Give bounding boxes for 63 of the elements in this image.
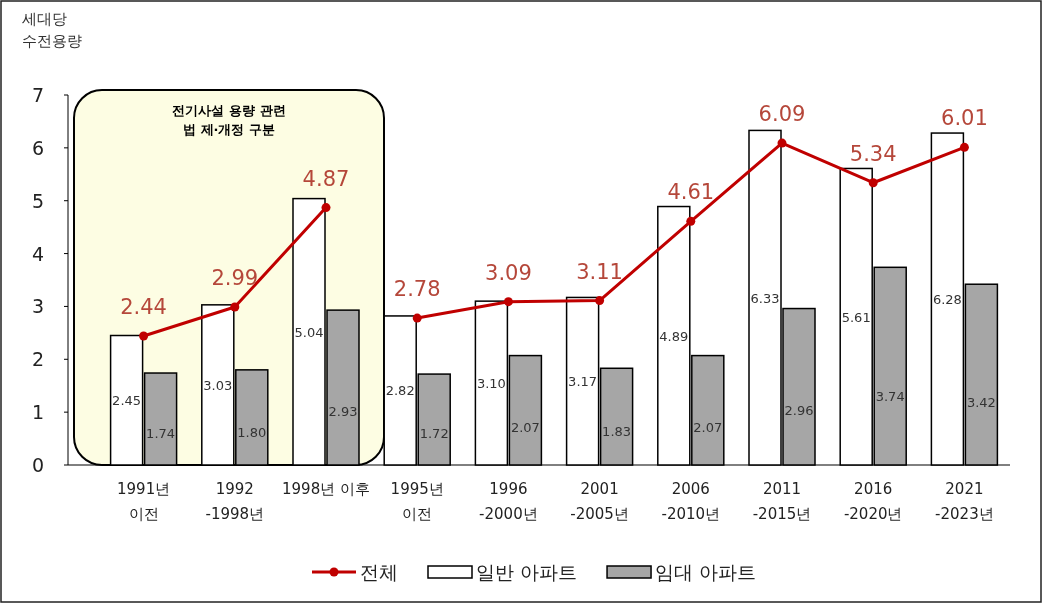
x-tick-label: 1992 -1998년 <box>205 480 265 523</box>
data-label: 5.61 <box>841 309 871 325</box>
data-label: 2.07 <box>693 419 723 435</box>
x-tick-label: 1998년 이후 <box>282 480 370 498</box>
legend-label: 일반 아파트 <box>476 561 578 583</box>
point <box>503 297 513 307</box>
data-label: 3.10 <box>476 376 506 392</box>
legend-label: 전체 <box>360 561 398 583</box>
data-label: 6.01 <box>941 106 988 131</box>
data-label: 2.44 <box>120 295 167 320</box>
data-label: 2.99 <box>211 265 259 290</box>
data-label: 2.82 <box>385 383 415 399</box>
data-label: 3.42 <box>966 394 996 410</box>
data-label: 1.80 <box>237 424 267 440</box>
y-tick-label: 5 <box>31 189 45 212</box>
data-label: 4.87 <box>302 166 350 191</box>
point <box>321 203 331 213</box>
data-label: 2.07 <box>510 419 540 435</box>
data-label: 6.33 <box>750 290 780 306</box>
point <box>595 296 605 306</box>
data-label: 1.83 <box>602 424 632 440</box>
point <box>230 302 240 312</box>
x-tick-label: 1995년 이전 <box>390 480 444 523</box>
x-tick-label: 1991년 이전 <box>117 480 171 523</box>
annotation: 전기사설 용량 관련 법 제·개정 구분 <box>172 103 286 137</box>
x-tick-label: 2006 -2010년 <box>661 480 721 523</box>
data-label: 5.04 <box>294 324 324 340</box>
point <box>959 142 969 152</box>
y-tick-label: 2 <box>31 348 45 371</box>
y-tick-label: 1 <box>31 401 45 424</box>
data-label: 3.03 <box>203 377 233 393</box>
legend-label: 임대 아파트 <box>655 561 757 583</box>
x-tick-label: 2021 -2023년 <box>935 480 994 523</box>
y-axis-title: 세대당 수전용량 <box>22 10 82 50</box>
x-tick-label: 2016 -2020년 <box>843 480 903 523</box>
data-label: 3.17 <box>568 374 598 390</box>
y-tick-label: 6 <box>31 136 45 159</box>
data-label: 2.45 <box>112 393 142 409</box>
x-tick-label: 2011 -2015년 <box>752 480 812 523</box>
point <box>412 313 422 323</box>
data-label: 2.78 <box>393 277 441 302</box>
data-label: 2.96 <box>784 403 814 419</box>
data-label: 6.09 <box>758 102 806 127</box>
data-label: 3.11 <box>576 259 623 284</box>
y-tick-label: 0 <box>31 454 45 476</box>
point <box>686 216 696 226</box>
data-label: 1.74 <box>146 425 176 441</box>
point <box>777 138 787 148</box>
point <box>139 331 149 341</box>
data-label: 6.28 <box>932 292 962 308</box>
y-tick-label: 3 <box>31 295 45 318</box>
data-label: 3.74 <box>875 388 905 404</box>
x-tick-label: 1996 -2000년 <box>479 480 538 523</box>
y-tick-label: 4 <box>31 242 45 265</box>
x-tick-label: 2001 -2005년 <box>570 480 629 523</box>
y-tick-label: 7 <box>31 84 45 106</box>
point <box>868 178 878 188</box>
data-label: 4.61 <box>667 180 715 205</box>
data-label: 2.93 <box>328 403 358 419</box>
data-label: 3.09 <box>485 260 532 285</box>
data-label: 5.34 <box>849 141 897 166</box>
data-label: 1.72 <box>419 426 449 442</box>
data-label: 4.89 <box>659 328 689 344</box>
